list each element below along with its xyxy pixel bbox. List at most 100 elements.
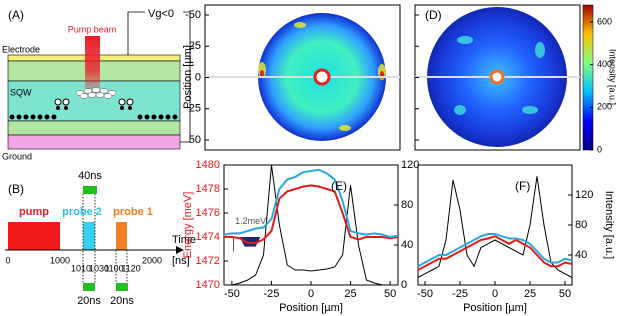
panel-label: (F) bbox=[515, 179, 530, 193]
ground-label: Ground bbox=[2, 151, 32, 161]
panel-d: (D) bbox=[414, 4, 581, 151]
y-tick-label: 25 bbox=[189, 103, 201, 115]
gate-width: 40ns bbox=[78, 170, 102, 182]
time-arrow bbox=[176, 246, 184, 254]
y-tick-label: 1476 bbox=[196, 207, 220, 219]
y-tick-label: 1478 bbox=[196, 183, 220, 195]
colorbar-tick-label: 600 bbox=[597, 16, 612, 26]
time-tick: 0 bbox=[5, 255, 10, 265]
y2-tick-label: 80 bbox=[401, 199, 413, 211]
colorbar-tick-label: 200 bbox=[597, 102, 612, 112]
series-line bbox=[224, 184, 399, 244]
ground-layer bbox=[7, 134, 181, 150]
series-line bbox=[223, 168, 399, 239]
y-tick-label: -25 bbox=[185, 40, 201, 52]
annotation: 1.2meV bbox=[235, 216, 266, 226]
pump-label: pump bbox=[19, 206, 49, 218]
time-tick: 1010 bbox=[71, 263, 91, 273]
time-tick: 1030 bbox=[89, 263, 109, 273]
panel-c: (C) bbox=[204, 4, 401, 151]
y2-tick-label: 40 bbox=[401, 239, 413, 251]
pump-spot bbox=[313, 68, 331, 86]
pump-beam-label: Pump beam bbox=[68, 24, 117, 34]
x-axis-label: Position [µm] bbox=[463, 302, 527, 314]
colorbar bbox=[582, 4, 594, 151]
gate-width: 20ns bbox=[77, 295, 101, 307]
probe2-pulse bbox=[83, 222, 95, 250]
voltage-label: Vg<0 bbox=[148, 8, 174, 20]
exciton-icons bbox=[54, 98, 134, 110]
series-line bbox=[417, 235, 573, 271]
gate-width: 20ns bbox=[110, 295, 134, 307]
panel-label: (E) bbox=[331, 179, 347, 193]
time-tick: 2000 bbox=[142, 255, 162, 265]
wire bbox=[180, 11, 191, 143]
y-tick-label: 1472 bbox=[196, 255, 220, 267]
time-tick: 1000 bbox=[50, 255, 70, 265]
pump-pulse bbox=[8, 222, 60, 250]
x-tick-label: 0 bbox=[308, 288, 314, 300]
y-axis-label: Energy [meV] bbox=[182, 192, 194, 259]
x-tick-label: 0 bbox=[492, 288, 498, 300]
probe2-label: probe 2 bbox=[62, 206, 102, 218]
pump-beam bbox=[85, 36, 100, 98]
gate-bar bbox=[83, 283, 95, 291]
y2-tick-label: 40 bbox=[575, 249, 587, 261]
panel-label: (B) bbox=[8, 182, 24, 196]
colorbar-tick-label: 0 bbox=[597, 144, 602, 154]
y-tick-label: -50 bbox=[185, 9, 201, 21]
gate-bar bbox=[116, 283, 128, 291]
y-tick-label: 1474 bbox=[196, 231, 220, 243]
time-label: Time bbox=[172, 234, 196, 246]
shaded-region bbox=[239, 237, 261, 247]
y2-tick-label: 80 bbox=[575, 219, 587, 231]
y-axis-label: Position [µm] bbox=[182, 45, 194, 109]
x-tick-label: -25 bbox=[264, 288, 280, 300]
x-tick-label: 25 bbox=[344, 288, 356, 300]
series-line bbox=[224, 164, 398, 286]
y2-axis-label: Intensity [a.u.] bbox=[603, 191, 615, 259]
electrode-label: Electrode bbox=[2, 44, 40, 54]
y-tick-label: 1480 bbox=[196, 159, 220, 171]
x-tick-label: 25 bbox=[524, 288, 536, 300]
probe1-pulse bbox=[116, 222, 127, 250]
panel-b: (B) pump probe 2 probe 1 40ns 20ns 20ns … bbox=[5, 170, 196, 307]
y2-tick-label: 120 bbox=[575, 189, 593, 201]
y-tick-label: 50 bbox=[189, 134, 201, 146]
x-tick-label: 50 bbox=[384, 288, 396, 300]
panel-a: (A) Pump beam Electrode Vg<0 SQW Ground bbox=[2, 8, 191, 161]
colorbar-tick-label: 400 bbox=[597, 59, 612, 69]
probe1-label: probe 1 bbox=[113, 206, 153, 218]
panel-label: (C) bbox=[212, 8, 229, 22]
x-tick-label: -50 bbox=[417, 288, 433, 300]
x-axis-label: Position [µm] bbox=[279, 302, 343, 314]
bright-spots bbox=[454, 36, 545, 115]
barrier-layer bbox=[7, 120, 181, 136]
x-tick-label: -50 bbox=[224, 288, 240, 300]
time-tick: 1100 bbox=[104, 263, 123, 273]
series-line bbox=[417, 176, 573, 278]
exciton-cloud bbox=[75, 87, 117, 99]
colorbar-label: Intensity [a.u.] bbox=[608, 49, 618, 105]
series-line bbox=[417, 233, 573, 268]
y-tick-label: 1470 bbox=[196, 279, 220, 291]
x-tick-label: 50 bbox=[559, 288, 571, 300]
panel-label: (A) bbox=[8, 8, 24, 22]
time-tick: 1120 bbox=[121, 263, 140, 273]
wire bbox=[127, 11, 145, 55]
time-guides bbox=[82, 194, 128, 283]
time-unit: [ns] bbox=[172, 255, 190, 267]
gate-bar bbox=[83, 186, 97, 194]
y-tick-label: 0 bbox=[195, 71, 201, 83]
panel-label: (D) bbox=[425, 8, 442, 22]
y2-tick-label: 120 bbox=[401, 159, 419, 171]
x-tick-label: -25 bbox=[452, 288, 468, 300]
electron-rows bbox=[9, 114, 178, 120]
pump-spot bbox=[489, 69, 505, 85]
sqw-label: SQW bbox=[10, 87, 32, 97]
plot-frame bbox=[417, 164, 573, 286]
y2-tick-label: 0 bbox=[401, 279, 407, 291]
